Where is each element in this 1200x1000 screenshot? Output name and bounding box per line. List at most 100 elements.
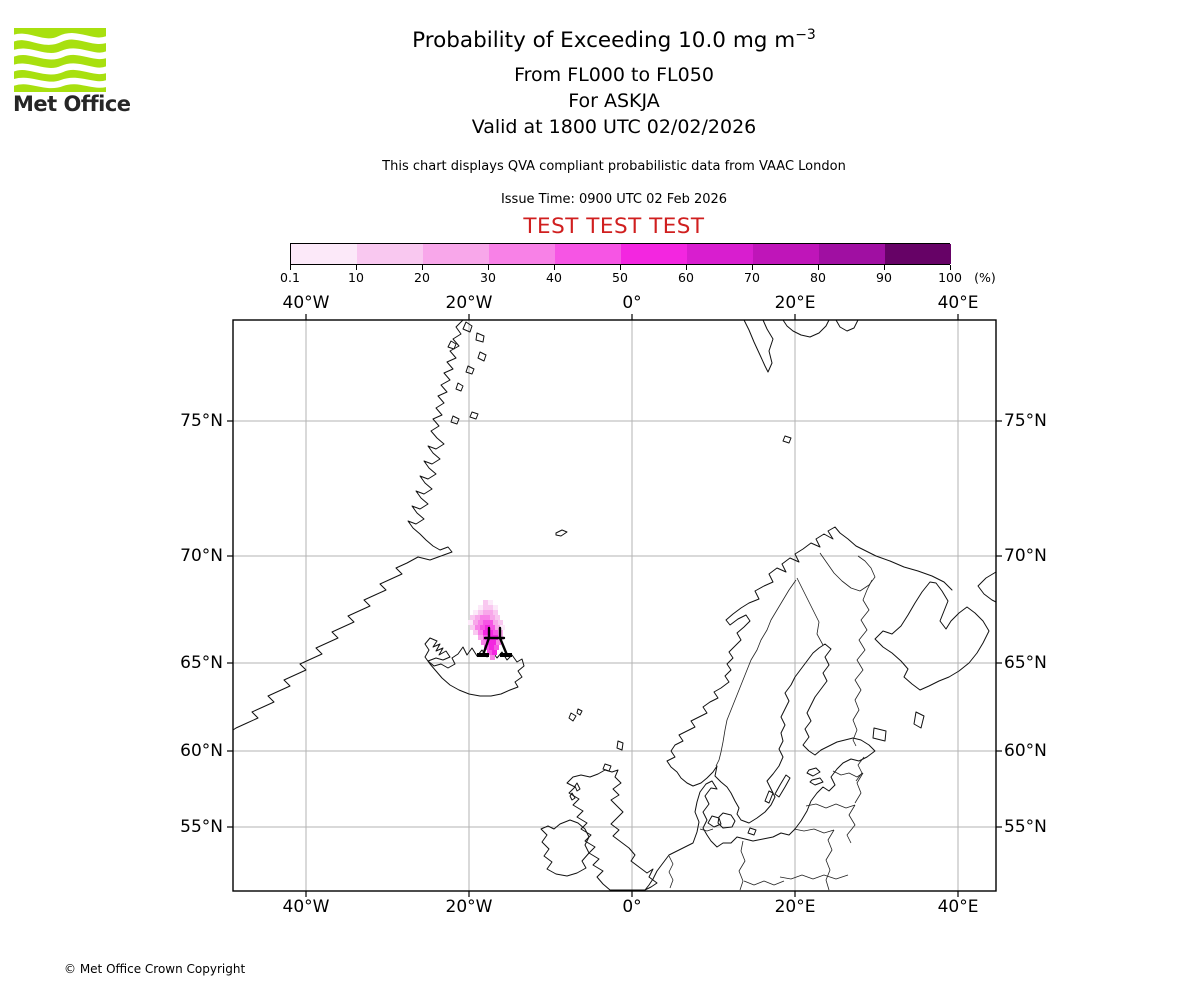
poland-belarus-border: [825, 829, 835, 891]
colorbar-tick: [620, 265, 622, 270]
scandinavia-coast: [644, 526, 877, 891]
estonia-russia-border: [855, 756, 865, 782]
colorbar-segment: [489, 244, 555, 264]
colorbar-tick: [356, 265, 358, 270]
colorbar-tick: [488, 265, 490, 270]
latvia-lithuania-border: [805, 803, 856, 809]
plume-cell: [498, 620, 503, 625]
colorbar-segment: [621, 244, 687, 264]
colorbar-tick: [752, 265, 754, 270]
lake-ladoga: [872, 727, 887, 742]
lat-label-right: 70°N: [1004, 546, 1047, 566]
coastlines: [232, 319, 997, 891]
plume-cell: [487, 650, 492, 655]
plume-cell: [483, 605, 488, 610]
colorbar-segment: [555, 244, 621, 264]
lon-label-top: 40°W: [282, 293, 330, 313]
met-office-logo: [8, 28, 112, 92]
estonian-islands: [806, 767, 824, 786]
met-office-waves-icon: [8, 28, 112, 92]
lat-label-right: 55°N: [1004, 817, 1047, 837]
germany-denmark-border: [699, 828, 714, 832]
colorbar-tick-label: 80: [810, 270, 826, 285]
lon-label-top: 40°E: [937, 293, 979, 313]
bornholm-island: [747, 827, 757, 836]
colorbar-segment: [357, 244, 423, 264]
met-office-wordmark: Met Office: [13, 92, 131, 116]
ireland-coast: [540, 819, 590, 877]
plume-cell: [488, 620, 493, 625]
colorbar-tick: [818, 265, 820, 270]
latvia-russia-border: [854, 772, 864, 804]
iceland-coast: [424, 637, 525, 697]
chart-title: Probability of Exceeding 10.0 mg m−3: [14, 27, 1200, 53]
great-britain-coast: [566, 769, 658, 891]
norway-sweden-border: [715, 579, 797, 767]
plume-cell: [480, 615, 485, 620]
plume-cell: [473, 610, 478, 615]
volcano-subtitle: For ASKJA: [568, 90, 660, 112]
colorbar-tick: [686, 265, 688, 270]
norway-finland-border: [819, 552, 876, 592]
plume-cell: [493, 605, 498, 610]
plume-cell: [478, 620, 483, 625]
sweden-finland-border: [796, 577, 824, 646]
plume-cell: [493, 630, 498, 635]
lat-label-right: 75°N: [1004, 411, 1047, 431]
plume-cell: [483, 630, 488, 635]
colorbar-tick-label: 100: [938, 270, 962, 285]
estonia-latvia-border: [832, 770, 864, 778]
colorbar: [290, 243, 951, 265]
plume-cell: [478, 630, 483, 635]
funen-island: [707, 815, 722, 828]
germany-poland-border: [738, 840, 746, 891]
colorbar-tick-label: 20: [414, 270, 430, 285]
lon-label-bottom: 0°: [622, 897, 642, 917]
lon-label-bottom: 20°E: [774, 897, 816, 917]
plume-cell: [494, 645, 499, 650]
belarus-ukraine-border: [779, 874, 849, 880]
hebrides-islands: [569, 782, 581, 801]
lat-label-right: 65°N: [1004, 653, 1047, 673]
lon-label-bottom: 40°W: [282, 897, 330, 917]
issue-time: Issue Time: 0900 UTC 02 Feb 2026: [500, 192, 728, 207]
lon-label-top: 20°W: [445, 293, 493, 313]
lat-label-right: 60°N: [1004, 741, 1047, 761]
plume-cell: [483, 610, 488, 615]
plume-cell: [490, 615, 495, 620]
colorbar-segment: [885, 244, 951, 264]
lon-label-bottom: 40°E: [937, 897, 979, 917]
lat-label-left: 55°N: [180, 817, 223, 837]
white-sea-coast: [874, 581, 990, 691]
chart-title-text: Probability of Exceeding 10.0 mg m: [412, 28, 796, 54]
faroe-islands: [568, 708, 583, 722]
zealand-island: [717, 812, 736, 829]
plume-cell: [485, 625, 490, 630]
country-borders: [668, 552, 876, 891]
svalbard-coast: [743, 319, 859, 373]
plume-cell: [481, 640, 486, 645]
lat-label-left: 65°N: [180, 653, 223, 673]
lon-label-top: 20°E: [774, 293, 816, 313]
colorbar-tick-label: 90: [876, 270, 892, 285]
plume-cell: [496, 640, 501, 645]
plume-cell: [470, 615, 475, 620]
plume-cell: [492, 650, 497, 655]
plume-cell: [493, 620, 498, 625]
valid-time-subtitle: Valid at 1800 UTC 02/02/2026: [471, 116, 757, 138]
copyright-text: © Met Office Crown Copyright: [64, 962, 246, 976]
kaliningrad-border: [793, 828, 835, 834]
lon-label-top: 0°: [622, 293, 642, 313]
plume-cell: [491, 640, 496, 645]
kola-coast: [875, 555, 953, 591]
lat-label-left: 75°N: [180, 411, 223, 431]
colorbar-tick-label: 50: [612, 270, 628, 285]
plume-cell: [488, 630, 493, 635]
plume-cell: [488, 605, 493, 610]
lake-onega: [913, 711, 925, 729]
netherlands-germany-border: [668, 855, 674, 889]
plume-cell: [475, 615, 480, 620]
lithuania-belarus-border: [846, 804, 856, 844]
plume-cell: [473, 630, 478, 635]
